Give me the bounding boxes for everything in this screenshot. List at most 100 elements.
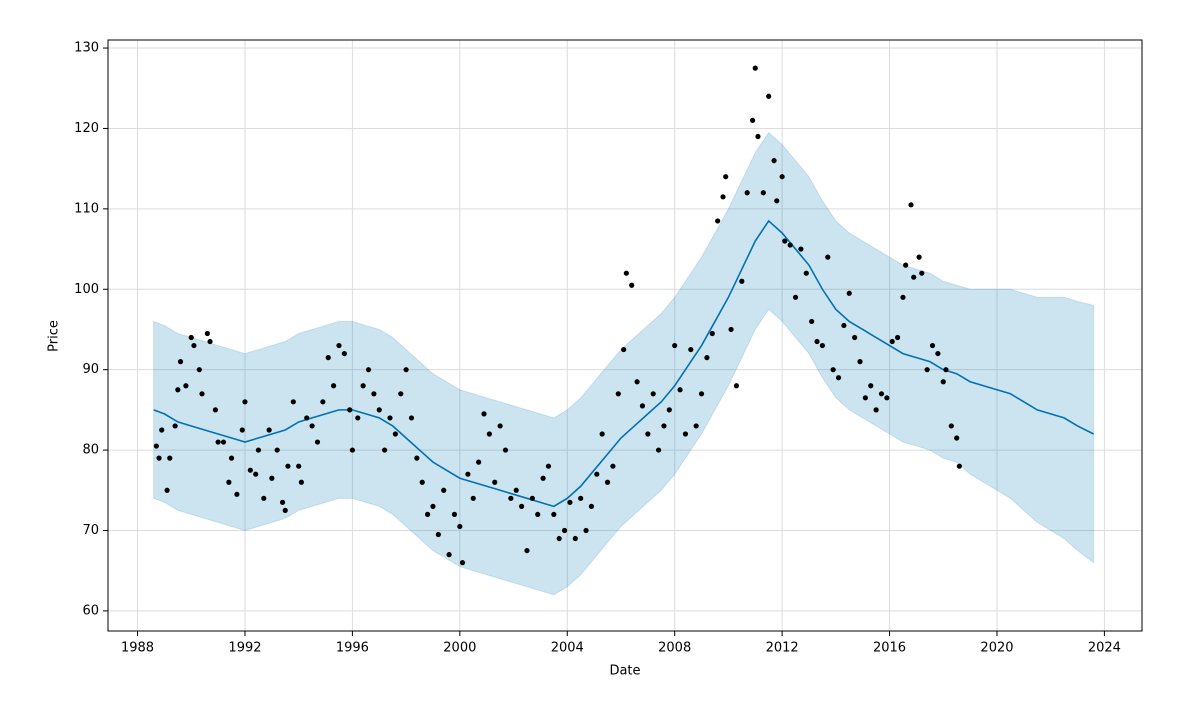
data-point bbox=[774, 198, 780, 204]
data-point bbox=[862, 395, 868, 401]
data-point bbox=[819, 342, 826, 349]
data-point bbox=[199, 391, 205, 397]
data-point bbox=[792, 294, 799, 300]
data-point bbox=[779, 174, 785, 180]
data-point bbox=[497, 423, 503, 429]
data-point bbox=[578, 495, 584, 501]
x-tick-label: 2012 bbox=[766, 641, 799, 656]
x-tick-label: 2008 bbox=[658, 641, 691, 656]
data-point bbox=[253, 471, 259, 477]
data-point bbox=[164, 487, 170, 493]
data-point bbox=[766, 93, 772, 99]
y-tick-label: 130 bbox=[74, 41, 99, 56]
data-point bbox=[204, 330, 210, 337]
data-point bbox=[304, 415, 310, 421]
data-point bbox=[360, 383, 366, 389]
x-tick-label: 2000 bbox=[443, 641, 476, 656]
data-point bbox=[365, 367, 372, 373]
data-point bbox=[720, 194, 726, 200]
data-point bbox=[435, 531, 441, 538]
data-point bbox=[752, 65, 758, 71]
data-point bbox=[661, 423, 667, 429]
data-point bbox=[677, 387, 683, 393]
data-point bbox=[382, 447, 388, 453]
data-point bbox=[325, 355, 331, 361]
data-point bbox=[175, 387, 181, 393]
data-point bbox=[441, 487, 447, 493]
y-tick-label: 110 bbox=[74, 201, 99, 216]
data-point bbox=[403, 367, 409, 373]
data-point bbox=[841, 322, 847, 329]
data-point bbox=[486, 431, 492, 437]
data-point bbox=[459, 560, 466, 566]
data-point bbox=[940, 379, 946, 385]
data-point bbox=[744, 190, 750, 196]
data-point bbox=[398, 391, 404, 397]
data-point bbox=[929, 342, 936, 349]
data-point bbox=[191, 342, 197, 349]
data-point bbox=[639, 403, 646, 409]
data-point bbox=[956, 463, 962, 469]
data-point bbox=[156, 455, 162, 461]
data-point bbox=[239, 427, 245, 433]
data-point bbox=[666, 407, 672, 413]
data-point bbox=[269, 475, 275, 481]
data-point bbox=[803, 270, 809, 276]
data-point bbox=[153, 443, 159, 449]
data-point bbox=[476, 459, 482, 465]
data-point bbox=[183, 383, 189, 389]
data-point bbox=[371, 391, 377, 397]
y-tick-label: 100 bbox=[74, 282, 99, 297]
uncertainty-band bbox=[153, 131, 1095, 596]
data-point bbox=[798, 246, 804, 252]
data-point bbox=[884, 395, 890, 401]
data-point bbox=[341, 350, 347, 357]
data-point bbox=[895, 334, 901, 341]
y-tick-label: 90 bbox=[82, 362, 99, 377]
data-point bbox=[387, 415, 393, 421]
data-point bbox=[167, 455, 173, 461]
plot-frame bbox=[107, 39, 1143, 632]
data-point bbox=[296, 463, 302, 469]
data-point bbox=[900, 294, 906, 300]
data-point bbox=[540, 475, 546, 481]
data-point bbox=[196, 367, 202, 373]
x-tick-label: 2016 bbox=[873, 641, 906, 656]
data-point bbox=[349, 447, 355, 453]
data-point bbox=[814, 338, 820, 345]
data-point bbox=[524, 547, 530, 554]
data-point bbox=[873, 407, 879, 413]
data-point bbox=[919, 270, 925, 276]
data-point bbox=[414, 455, 420, 461]
data-point bbox=[846, 290, 852, 296]
data-point bbox=[392, 431, 398, 437]
data-point bbox=[782, 238, 788, 244]
data-point bbox=[610, 463, 616, 469]
data-point bbox=[878, 391, 885, 397]
data-point bbox=[177, 359, 184, 365]
data-point bbox=[215, 439, 221, 445]
data-point bbox=[688, 346, 694, 353]
data-point bbox=[481, 411, 487, 417]
data-point bbox=[672, 342, 678, 349]
data-point bbox=[645, 431, 651, 437]
data-point bbox=[226, 479, 232, 485]
data-point bbox=[314, 439, 321, 445]
data-point bbox=[787, 242, 793, 248]
data-point bbox=[935, 350, 941, 357]
data-point bbox=[835, 375, 842, 381]
data-point bbox=[852, 334, 858, 341]
data-point bbox=[535, 511, 541, 518]
data-point bbox=[519, 503, 525, 509]
data-point bbox=[615, 391, 621, 397]
data-point bbox=[604, 479, 611, 485]
data-point bbox=[771, 158, 777, 164]
data-point bbox=[408, 415, 415, 421]
x-tick-label: 2024 bbox=[1088, 641, 1121, 656]
data-point bbox=[172, 423, 178, 429]
data-point bbox=[159, 427, 165, 433]
data-point bbox=[556, 535, 562, 542]
data-point bbox=[320, 399, 326, 405]
data-point bbox=[513, 487, 519, 493]
data-point bbox=[825, 254, 831, 260]
